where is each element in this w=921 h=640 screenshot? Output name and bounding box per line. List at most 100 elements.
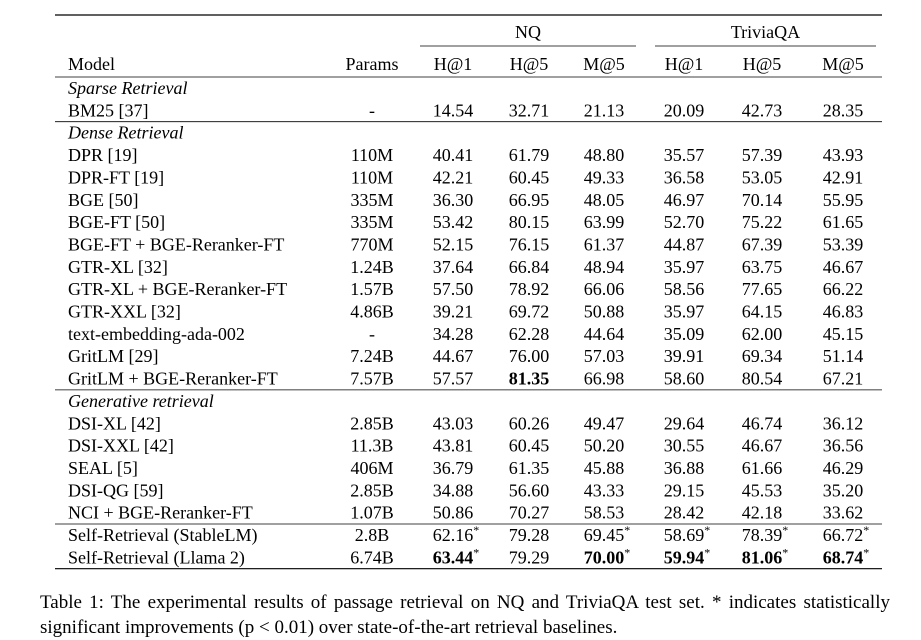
row-label: DSI-QG [59] xyxy=(68,480,163,500)
cell: 46.67 xyxy=(742,436,783,456)
cell: 35.97 xyxy=(664,302,705,322)
cell: 36.58 xyxy=(664,167,705,187)
cell: 80.15 xyxy=(509,212,550,232)
cell-value: 59.94 xyxy=(664,547,705,567)
cell: 64.15 xyxy=(742,302,783,322)
cell: 43.81 xyxy=(433,436,474,456)
cell: 35.20 xyxy=(823,480,864,500)
cell: 69.45* xyxy=(584,523,631,545)
caption: Table 1: The experimental results of pas… xyxy=(40,592,890,638)
column-header: M@5 xyxy=(583,54,625,74)
cell: 53.05 xyxy=(742,167,783,187)
cell: 57.03 xyxy=(584,346,625,366)
cell: 55.95 xyxy=(823,190,864,210)
cell: 75.22 xyxy=(742,212,783,232)
significance-mark: * xyxy=(624,523,630,537)
row-label: GritLM [29] xyxy=(68,346,158,366)
cell: 43.93 xyxy=(823,145,864,165)
row-label: GritLM + BGE-Reranker-FT xyxy=(68,369,278,389)
cell: 44.67 xyxy=(433,346,474,366)
cell: 48.80 xyxy=(584,145,625,165)
cell: 39.91 xyxy=(664,346,705,366)
cell-value: 66.72 xyxy=(823,525,864,545)
cell: 46.74 xyxy=(742,413,783,433)
cell: 43.33 xyxy=(584,480,625,500)
cell: 42.21 xyxy=(433,167,474,187)
cell: 39.21 xyxy=(433,302,474,322)
cell: 2.85B xyxy=(350,480,394,500)
cell: 58.69* xyxy=(664,523,711,545)
cell: 37.64 xyxy=(433,257,474,277)
cell: 60.45 xyxy=(509,436,550,456)
cell: 29.15 xyxy=(664,480,705,500)
cell: 66.84 xyxy=(509,257,550,277)
column-header: M@5 xyxy=(822,54,864,74)
cell: 58.56 xyxy=(664,279,705,299)
cell: 20.09 xyxy=(664,100,705,120)
cell: 35.97 xyxy=(664,257,705,277)
significance-mark: * xyxy=(863,545,869,559)
cell: 69.72 xyxy=(509,302,550,322)
cell: 66.22 xyxy=(823,279,864,299)
cell-value: 69.45 xyxy=(584,525,625,545)
cell: 57.57 xyxy=(433,369,474,389)
row-label: GTR-XL + BGE-Reranker-FT xyxy=(68,279,287,299)
cell: 67.21 xyxy=(823,369,864,389)
cell: 46.29 xyxy=(823,458,864,478)
cell: 67.39 xyxy=(742,234,783,254)
cell: 80.54 xyxy=(742,369,783,389)
row-label: BGE [50] xyxy=(68,190,139,210)
cell: 79.29 xyxy=(509,547,550,567)
cell-value: 63.44 xyxy=(433,547,474,567)
cell: 52.15 xyxy=(433,234,474,254)
cell: 62.16* xyxy=(433,523,480,545)
cell: 61.66 xyxy=(742,458,783,478)
cell: 76.00 xyxy=(509,346,550,366)
cell: 36.56 xyxy=(823,436,864,456)
cell: 62.00 xyxy=(742,324,783,344)
column-header: H@1 xyxy=(665,54,704,74)
row-label: GTR-XXL [32] xyxy=(68,302,181,322)
cell: 48.05 xyxy=(584,190,625,210)
row-label: DPR-FT [19] xyxy=(68,167,164,187)
cell: 36.12 xyxy=(823,413,864,433)
cell: 68.74* xyxy=(823,545,870,567)
cell-value: 81.06 xyxy=(742,547,783,567)
row-label: DPR [19] xyxy=(68,145,138,165)
cell: 79.28 xyxy=(509,525,550,545)
cell: 69.34 xyxy=(742,346,783,366)
cell: 50.88 xyxy=(584,302,625,322)
cell: 30.55 xyxy=(664,436,705,456)
cell: 53.39 xyxy=(823,234,864,254)
cell: 4.86B xyxy=(350,302,394,322)
cell: 61.79 xyxy=(509,145,550,165)
cell: 45.15 xyxy=(823,324,864,344)
cell: - xyxy=(369,324,375,344)
column-header: Params xyxy=(346,54,399,74)
cell: 66.72* xyxy=(823,523,870,545)
column-header: Model xyxy=(68,54,115,74)
cell: 7.57B xyxy=(350,369,394,389)
cell: 28.35 xyxy=(823,100,864,120)
cell: 51.14 xyxy=(823,346,864,366)
cell: 66.95 xyxy=(509,190,550,210)
cell: 58.53 xyxy=(584,503,625,523)
cell: 1.57B xyxy=(350,279,394,299)
cell: 36.79 xyxy=(433,458,474,478)
row-label: DSI-XXL [42] xyxy=(68,436,174,456)
cell: 63.44* xyxy=(433,545,480,567)
cell: 335M xyxy=(350,212,393,232)
cell: 57.50 xyxy=(433,279,474,299)
cell: 63.99 xyxy=(584,212,625,232)
cell: 46.83 xyxy=(823,302,864,322)
section-title: Dense Retrieval xyxy=(67,123,183,143)
cell: 70.14 xyxy=(742,190,783,210)
cell-value: 58.69 xyxy=(664,525,705,545)
cell: 6.74B xyxy=(350,547,394,567)
cell: 40.41 xyxy=(433,145,474,165)
cell: 46.97 xyxy=(664,190,705,210)
column-header: H@5 xyxy=(743,54,782,74)
row-label: NCI + BGE-Reranker-FT xyxy=(68,503,253,523)
cell: 59.94* xyxy=(664,545,711,567)
